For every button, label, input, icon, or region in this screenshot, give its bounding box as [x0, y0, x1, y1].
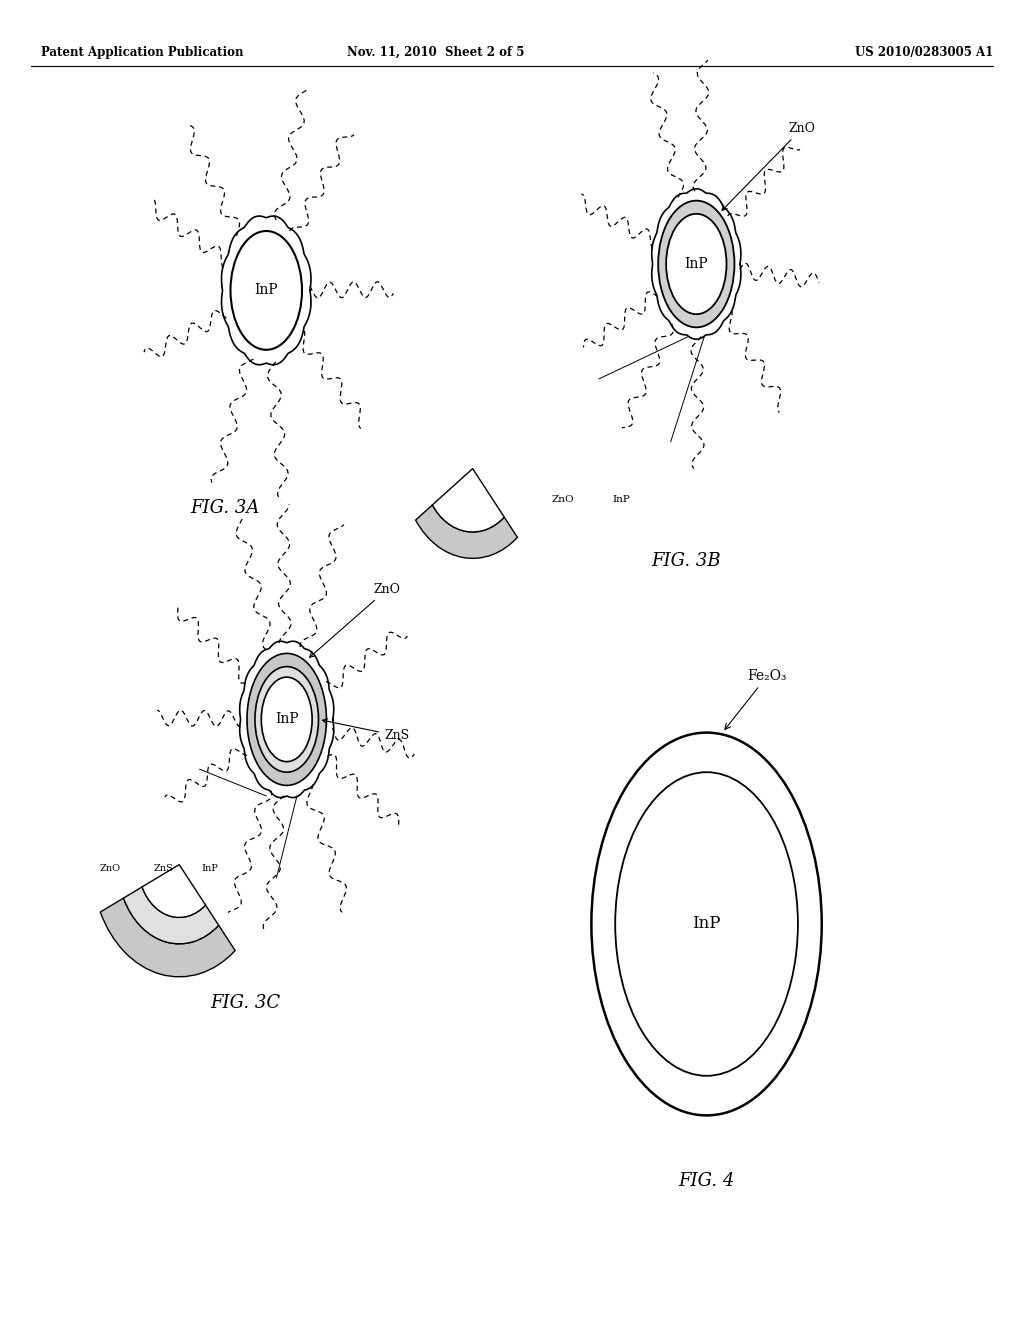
Text: FIG. 3B: FIG. 3B	[651, 552, 721, 570]
Ellipse shape	[255, 667, 318, 772]
Text: ZnS: ZnS	[154, 865, 174, 874]
Text: InP: InP	[612, 495, 631, 504]
Text: ZnO: ZnO	[99, 865, 120, 874]
Wedge shape	[432, 469, 504, 532]
Text: Nov. 11, 2010  Sheet 2 of 5: Nov. 11, 2010 Sheet 2 of 5	[346, 46, 524, 59]
Text: InP: InP	[254, 284, 279, 297]
Text: ZnO: ZnO	[309, 582, 400, 657]
Text: Fe₂O₃: Fe₂O₃	[725, 669, 787, 730]
Text: US 2010/0283005 A1: US 2010/0283005 A1	[855, 46, 993, 59]
Text: InP: InP	[692, 916, 721, 932]
Text: FIG. 3C: FIG. 3C	[211, 994, 281, 1012]
Ellipse shape	[658, 201, 734, 327]
Text: ZnS: ZnS	[323, 719, 410, 742]
Text: InP: InP	[202, 865, 218, 874]
Ellipse shape	[261, 677, 312, 762]
Ellipse shape	[230, 231, 302, 350]
Text: InP: InP	[684, 257, 709, 271]
Wedge shape	[142, 865, 206, 917]
Wedge shape	[124, 887, 219, 944]
Ellipse shape	[667, 214, 726, 314]
Wedge shape	[100, 898, 236, 977]
Wedge shape	[416, 506, 517, 558]
Text: ZnO: ZnO	[552, 495, 574, 504]
Ellipse shape	[615, 772, 798, 1076]
Text: FIG. 4: FIG. 4	[678, 1172, 735, 1191]
Text: Patent Application Publication: Patent Application Publication	[41, 46, 244, 59]
Ellipse shape	[592, 733, 821, 1115]
Text: FIG. 3A: FIG. 3A	[190, 499, 260, 517]
Text: InP: InP	[274, 713, 299, 726]
Text: ZnO: ZnO	[722, 121, 815, 210]
Ellipse shape	[247, 653, 327, 785]
